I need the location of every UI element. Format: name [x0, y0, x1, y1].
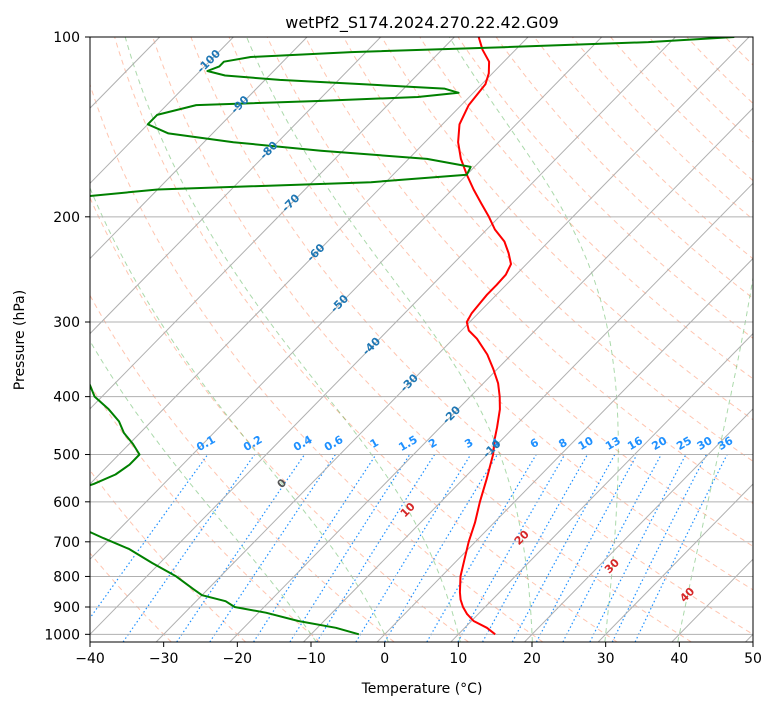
x-tick-label: −20 — [223, 651, 253, 667]
dewpoint-profile-line — [90, 37, 735, 636]
dry-adiabat-line — [419, 37, 753, 380]
mixing-ratio-line — [176, 454, 306, 642]
isotherm-line — [229, 107, 753, 642]
chart-title: wetPf2_S174.2024.270.22.42.G09 — [285, 13, 559, 33]
dry-adiabat-line — [90, 384, 321, 642]
x-tick-label: 20 — [523, 651, 541, 667]
mixing-ratio-line — [384, 454, 498, 642]
y-axis-label: Pressure (hPa) — [12, 290, 28, 390]
series-layer — [90, 37, 735, 636]
y-tick-label: 400 — [53, 390, 80, 406]
x-tick-label: 30 — [597, 651, 615, 667]
y-tick-label: 100 — [53, 30, 80, 46]
axes-layer: −40 −30 −20 −10 0 10 20 30 40 50 100 200 300 400 500 60… — [44, 30, 762, 667]
isotherm-line — [90, 37, 382, 335]
y-tick-label: 500 — [53, 448, 80, 464]
dry-adiabat-line — [90, 196, 469, 642]
isotherm-line — [524, 408, 753, 642]
moist-adiabat-line — [124, 37, 461, 642]
isotherm-line — [303, 182, 753, 642]
isotherm-line — [90, 37, 455, 410]
x-tick-label: −10 — [296, 651, 326, 667]
plot-frame — [89, 36, 754, 643]
mixing-ratio-line — [253, 454, 377, 642]
x-tick-label: 0 — [380, 651, 389, 667]
y-tick-label: 900 — [53, 600, 80, 616]
dry-adiabat-line — [266, 37, 753, 547]
y-tick-label: 800 — [53, 569, 80, 585]
y-tick-label: 200 — [53, 210, 80, 226]
isotherm-line — [90, 37, 234, 185]
dry-adiabat-line — [190, 37, 753, 635]
x-tick-label: 40 — [670, 651, 688, 667]
moist-adiabat-line — [90, 186, 389, 642]
mixing-ratio-line — [426, 454, 537, 642]
mixing-ratio-line — [511, 454, 616, 642]
isotherm-line — [155, 37, 750, 642]
mixing-ratio-line — [457, 454, 566, 642]
isotherm-line — [597, 483, 753, 642]
isotherm-line — [90, 37, 676, 636]
isotherm-line — [90, 37, 529, 485]
x-tick-label: −40 — [75, 651, 105, 667]
dry-adiabat-line — [90, 294, 395, 642]
y-tick-label: 300 — [53, 315, 80, 331]
moist-adiabat-line — [448, 37, 619, 642]
dry-adiabat-line — [381, 37, 753, 421]
isotherm-line — [376, 257, 753, 642]
x-axis-label: Temperature (°C) — [361, 681, 483, 697]
mixing-ratio-line — [482, 454, 589, 642]
isotherm-line — [90, 37, 603, 560]
dry-adiabat-line — [228, 37, 753, 591]
isotherm-line — [450, 332, 753, 642]
dry-adiabat-line — [90, 552, 172, 642]
moist-adiabat-line — [246, 37, 533, 642]
mixing-ratio-line — [209, 454, 336, 642]
temperature-profile-line — [457, 37, 512, 636]
y-tick-label: 600 — [53, 495, 80, 511]
y-tick-label: 1000 — [44, 627, 80, 643]
mixing-ratio-line — [535, 454, 638, 642]
x-tick-label: 50 — [744, 651, 762, 667]
y-tick-label: 700 — [53, 535, 80, 551]
mixing-ratio-line — [289, 454, 411, 642]
moist-adiabat-line — [90, 340, 317, 642]
x-tick-label: 10 — [449, 651, 467, 667]
dry-adiabat-line — [90, 82, 544, 642]
x-tick-label: −30 — [149, 651, 179, 667]
dry-adiabat-line — [495, 37, 753, 299]
